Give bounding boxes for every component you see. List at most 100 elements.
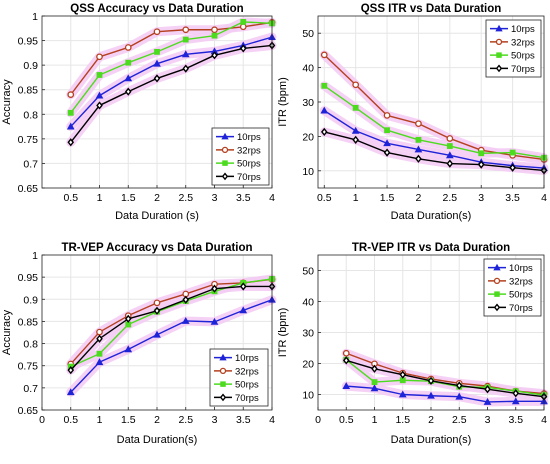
data-point	[483, 397, 492, 405]
x-tick-label: 2.5	[178, 192, 193, 204]
x-tick-label: 0	[315, 414, 321, 426]
data-point	[511, 397, 520, 405]
series-line	[346, 385, 544, 403]
data-point	[239, 306, 248, 314]
data-point	[96, 334, 103, 343]
data-point	[398, 390, 407, 398]
legend-marker	[493, 303, 501, 312]
x-tick-label: 4	[541, 192, 547, 204]
legend-label: 32rps	[509, 276, 533, 287]
legend: 10rps 32rps 50rps 70rps	[209, 348, 269, 407]
y-tick-label: 0.95	[18, 272, 39, 284]
legend-label: 32rps	[511, 37, 535, 48]
data-point	[153, 74, 161, 83]
x-axis-label: Data Duration(s)	[117, 434, 198, 446]
series-70rps	[320, 127, 548, 175]
data-point	[153, 299, 161, 307]
x-tick-label: 4	[541, 414, 547, 426]
data-point	[153, 330, 161, 338]
y-tick-label: 0.8	[23, 339, 38, 351]
data-point	[427, 376, 435, 385]
legend-item: 10rps	[488, 263, 533, 274]
legend-marker	[221, 132, 229, 140]
legend-label: 32rps	[237, 145, 261, 156]
data-point	[477, 160, 485, 169]
data-point	[66, 122, 75, 130]
data-point	[445, 151, 454, 159]
chart-title: TR-VEP ITR vs Data Duration	[352, 242, 510, 254]
x-tick-label: 3.5	[236, 414, 251, 426]
y-tick-label: 0.75	[18, 134, 39, 146]
x-tick-label: 1	[372, 414, 378, 426]
data-point	[239, 44, 247, 53]
data-point	[371, 379, 378, 386]
data-point	[96, 72, 103, 78]
series-line	[346, 359, 545, 398]
data-point	[124, 314, 132, 323]
x-tick-label: 1.5	[121, 414, 136, 426]
data-point	[351, 126, 360, 134]
x-tick-label: 3	[485, 414, 491, 426]
legend-item: 32rps	[216, 145, 261, 156]
series-line	[70, 299, 273, 393]
legend: 10rps 32rps 50rps 70rps	[483, 258, 542, 317]
legend-item: 70rps	[214, 393, 259, 404]
data-point	[384, 127, 390, 134]
data-point	[239, 282, 247, 291]
data-point	[370, 384, 379, 392]
series-line	[323, 85, 545, 159]
y-axis-label: ITR (bpm)	[277, 77, 289, 127]
legend-marker	[219, 353, 227, 361]
series-line	[70, 36, 273, 128]
series-line	[345, 359, 545, 396]
legend-label: 10rps	[237, 132, 261, 143]
data-point	[455, 381, 463, 390]
y-tick-label: 0.65	[18, 183, 39, 195]
x-tick-label: 3.5	[236, 192, 251, 204]
data-point	[210, 317, 219, 325]
legend-marker	[495, 64, 503, 73]
legend-item: 50rps	[214, 380, 259, 391]
data-point	[509, 163, 516, 172]
y-tick-label: 50	[302, 266, 314, 278]
legend-label: 70rps	[237, 172, 261, 183]
data-point	[352, 104, 359, 111]
legend-item: 32rps	[488, 276, 533, 287]
data-point	[383, 148, 391, 157]
legend-marker	[219, 393, 227, 402]
y-tick-label: 40	[302, 297, 314, 309]
x-axis-label: Data Duration (s)	[115, 210, 199, 222]
chart-panel-3: 0 0.5 1 1.5 2 2.5 3 3.5 4 0.65 0.7 0.75 0.8 0.85 0.9 0.…	[1, 242, 277, 446]
legend-item: 50rps	[216, 159, 261, 170]
x-tick-label: 0	[39, 414, 45, 426]
data-point	[182, 36, 189, 43]
series-line	[70, 278, 273, 365]
series-line	[70, 44, 273, 143]
x-tick-label: 2	[428, 414, 434, 426]
legend-item: 70rps	[488, 303, 533, 314]
data-point	[181, 50, 190, 58]
data-point	[320, 127, 328, 137]
data-point	[478, 150, 485, 157]
y-tick-label: 0.7	[23, 383, 38, 395]
data-point	[415, 136, 422, 143]
legend-marker	[493, 263, 501, 271]
series-line	[70, 278, 273, 368]
y-tick-label: 0.9	[23, 60, 38, 72]
legend-label: 50rps	[509, 290, 533, 301]
legend-label: 10rps	[511, 24, 535, 35]
data-point	[320, 106, 329, 114]
y-tick-label: 0.8	[23, 109, 38, 121]
legend-marker	[494, 291, 500, 297]
y-tick-label: 0.7	[23, 158, 38, 170]
legend-label: 32rps	[235, 366, 259, 377]
legend-marker	[222, 160, 228, 166]
series-line	[70, 21, 273, 96]
x-tick-label: 4	[269, 192, 275, 204]
series-70rps	[67, 41, 276, 147]
legend-box	[211, 127, 270, 186]
data-point	[321, 82, 328, 89]
data-point	[96, 328, 103, 336]
y-tick-label: 0.9	[23, 294, 38, 306]
